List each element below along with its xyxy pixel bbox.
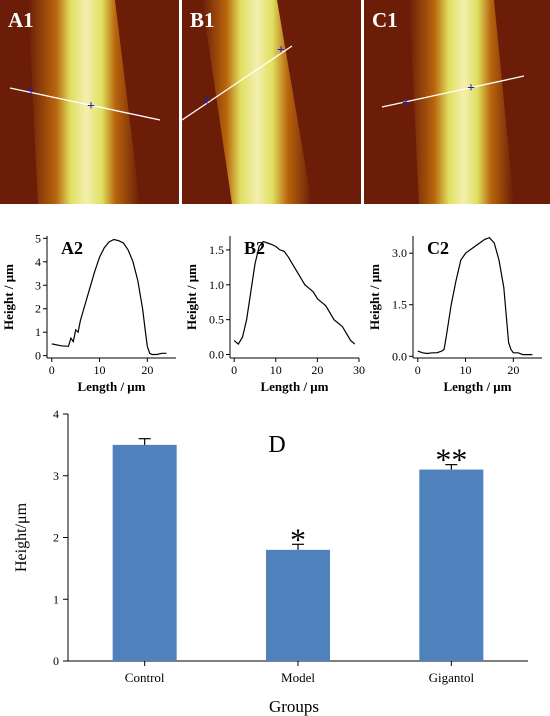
a2-x-tick-label: 20 <box>141 363 153 377</box>
bar-y-tick-label: 0 <box>53 654 59 668</box>
c2-panel-label: C2 <box>427 238 449 258</box>
significance-marker: * <box>290 521 306 557</box>
svg-text:+: + <box>467 81 475 96</box>
bar-x-tick-label: Gigantol <box>429 670 475 685</box>
bar-x-tick-label: Model <box>281 670 315 685</box>
b2-y-tick-label: 1.5 <box>209 243 224 257</box>
c2-y-tick-label: 3.0 <box>392 246 407 260</box>
b2-y-tick-label: 1.0 <box>209 278 224 292</box>
profile-chart-a2: 0 10 20 0 1 2 3 4 5 Length / μm Height / μm A2 <box>1 231 176 394</box>
a2-x-label: Length / μm <box>77 379 145 394</box>
bar-x-tick-label: Control <box>125 670 165 685</box>
bar-y-tick-label: 2 <box>53 531 59 545</box>
c2-y-tick-label: 1.5 <box>392 298 407 312</box>
bar-gigantol <box>419 469 484 661</box>
bar-y-label: Height/μm <box>13 502 30 572</box>
c2-x-tick-label: 10 <box>460 363 472 377</box>
profile-chart-b2: 0 10 20 30 0.0 0.5 1.0 1.5 Length / μm Height / μ… <box>184 236 365 394</box>
bar-chart-d: 0 1 2 3 4 Control Model * Gigantol ** Groups Height… <box>13 407 528 716</box>
b2-y-tick-label: 0.5 <box>209 313 224 327</box>
b2-x-tick-label: 20 <box>311 363 323 377</box>
afm-image-c1-graphic: + + <box>364 0 550 204</box>
profile-chart-c2: 0 10 20 0.0 1.5 3.0 Length / μm Height / μm C2 <box>367 236 542 394</box>
bar-y-tick-label: 1 <box>53 592 59 606</box>
svg-text:+: + <box>402 96 410 111</box>
bar-model <box>266 549 330 661</box>
bar-panel-label: D <box>268 432 285 458</box>
a2-panel-label: A2 <box>61 238 83 258</box>
svg-text:+: + <box>27 84 35 99</box>
svg-text:+: + <box>277 43 285 58</box>
a2-y-tick-label: 5 <box>35 231 41 245</box>
b2-x-tick-label: 10 <box>270 363 282 377</box>
bar-y-tick-label: 3 <box>53 469 59 483</box>
c2-x-tick-label: 0 <box>415 363 421 377</box>
afm-image-b1-graphic: + + <box>182 0 361 204</box>
c2-y-label: Height / μm <box>367 264 382 330</box>
afm-label-c1: C1 <box>372 8 398 32</box>
a2-y-tick-label: 4 <box>35 255 41 269</box>
afm-image-c1: + + C1 <box>364 0 550 204</box>
b2-y-label: Height / μm <box>184 264 199 330</box>
b2-x-tick-label: 30 <box>353 363 365 377</box>
afm-image-b1: + + B1 <box>182 0 361 204</box>
b2-x-tick-label: 0 <box>231 363 237 377</box>
c2-x-tick-label: 20 <box>507 363 519 377</box>
afm-label-a1: A1 <box>8 8 34 32</box>
significance-marker: ** <box>435 442 467 478</box>
a2-x-tick-label: 10 <box>94 363 106 377</box>
a2-y-tick-label: 1 <box>35 325 41 339</box>
afm-label-b1: B1 <box>190 8 215 32</box>
b2-series-line <box>233 240 356 346</box>
svg-text:+: + <box>203 94 211 109</box>
c2-y-tick-label: 0.0 <box>392 349 407 363</box>
c2-series-line <box>417 237 533 356</box>
a2-series-line <box>51 238 167 356</box>
a2-y-tick-label: 3 <box>35 278 41 292</box>
svg-text:+: + <box>87 99 95 114</box>
c2-x-label: Length / μm <box>443 379 511 394</box>
b2-panel-label: B2 <box>244 238 265 258</box>
a2-y-tick-label: 2 <box>35 302 41 316</box>
bar-x-label: Groups <box>269 697 319 716</box>
b2-y-tick-label: 0.0 <box>209 348 224 362</box>
bar-y-tick-label: 4 <box>53 407 59 421</box>
b2-x-label: Length / μm <box>260 379 328 394</box>
a2-y-tick-label: 0 <box>35 349 41 363</box>
bar-control <box>112 444 177 661</box>
a2-y-label: Height / μm <box>1 264 16 330</box>
a2-x-tick-label: 0 <box>49 363 55 377</box>
afm-image-a1-graphic: + + <box>0 0 179 204</box>
afm-image-a1: + + A1 <box>0 0 179 204</box>
